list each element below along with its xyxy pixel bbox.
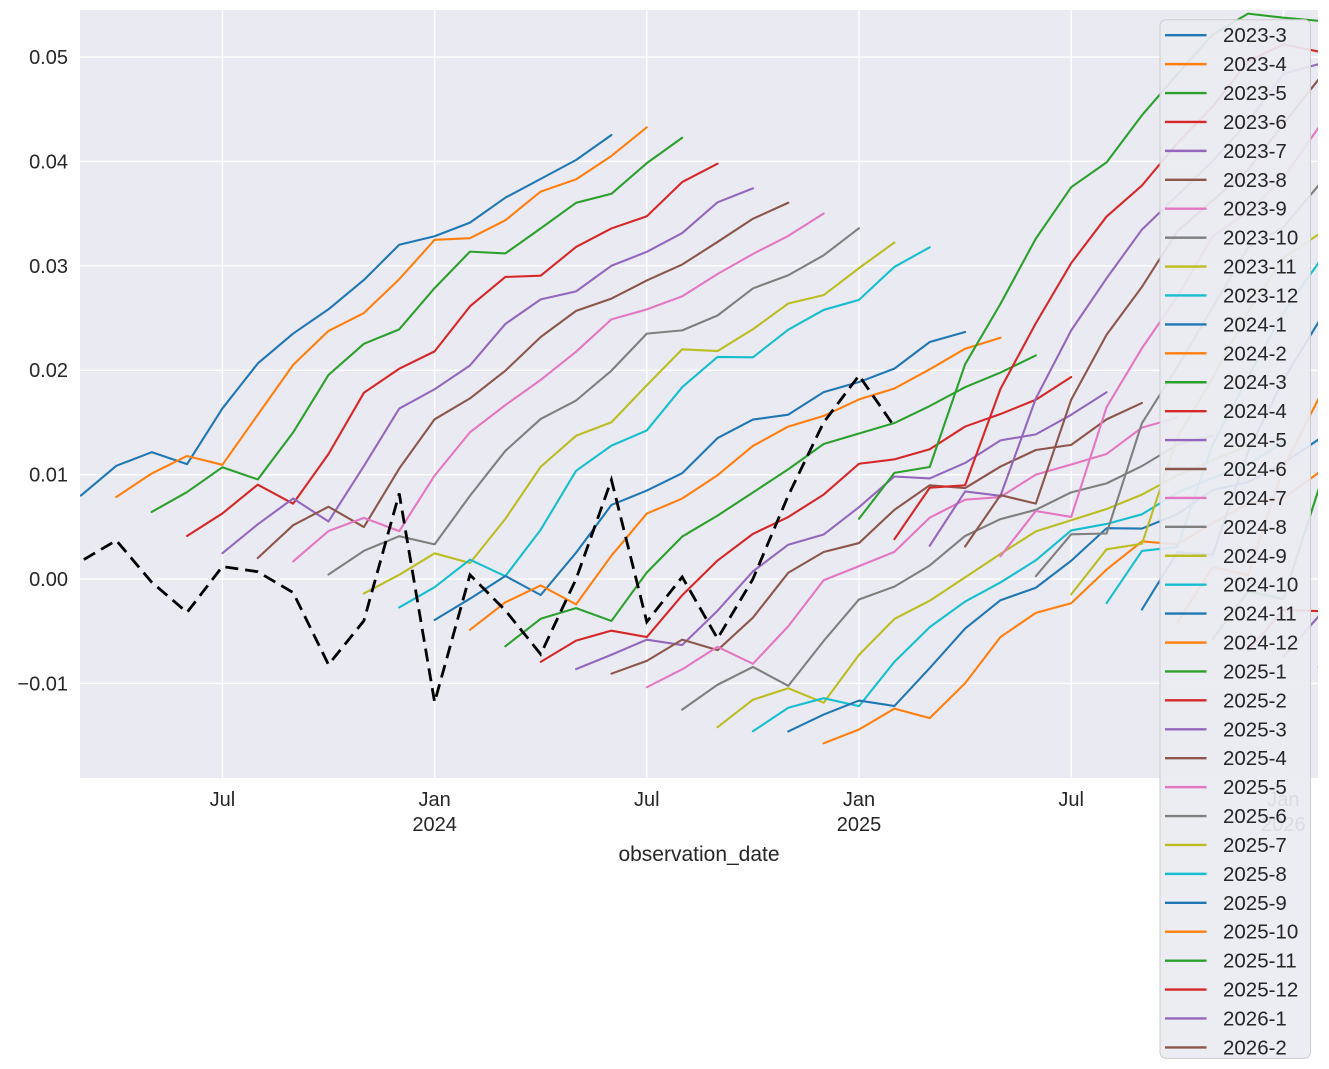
svg-text:−0.01: −0.01 <box>17 673 68 695</box>
svg-text:2023-8: 2023-8 <box>1223 169 1287 192</box>
svg-text:Jan: Jan <box>418 789 450 811</box>
svg-text:2025-5: 2025-5 <box>1223 776 1287 799</box>
svg-text:2024-8: 2024-8 <box>1223 516 1287 539</box>
svg-text:2023-6: 2023-6 <box>1223 111 1287 134</box>
svg-text:2024: 2024 <box>412 814 457 836</box>
svg-text:2025-7: 2025-7 <box>1223 834 1287 857</box>
svg-text:Jan: Jan <box>843 789 875 811</box>
svg-text:2024-2: 2024-2 <box>1223 342 1287 365</box>
svg-text:2025-1: 2025-1 <box>1223 660 1287 683</box>
svg-text:0.01: 0.01 <box>29 465 68 487</box>
svg-text:2025-2: 2025-2 <box>1223 689 1287 712</box>
svg-text:2023-10: 2023-10 <box>1223 227 1298 250</box>
svg-text:2024-5: 2024-5 <box>1223 429 1287 452</box>
svg-text:2023-4: 2023-4 <box>1223 53 1287 76</box>
svg-text:2025-11: 2025-11 <box>1223 950 1297 973</box>
svg-text:2024-1: 2024-1 <box>1223 313 1287 336</box>
svg-text:observation_date: observation_date <box>618 843 779 866</box>
svg-text:2024-9: 2024-9 <box>1223 545 1287 568</box>
svg-text:2024-12: 2024-12 <box>1223 632 1298 655</box>
svg-text:0.02: 0.02 <box>29 360 68 382</box>
svg-text:2025: 2025 <box>837 814 882 836</box>
svg-text:Jul: Jul <box>634 789 660 811</box>
svg-text:Jul: Jul <box>1058 789 1084 811</box>
svg-text:2024-7: 2024-7 <box>1223 487 1287 510</box>
svg-text:2026-2: 2026-2 <box>1223 1036 1287 1059</box>
svg-text:2025-4: 2025-4 <box>1223 747 1287 770</box>
svg-text:2026-1: 2026-1 <box>1223 1007 1287 1030</box>
svg-text:2025-12: 2025-12 <box>1223 979 1298 1002</box>
svg-text:Jul: Jul <box>210 789 236 811</box>
svg-text:2024-3: 2024-3 <box>1223 371 1287 394</box>
svg-text:2023-11: 2023-11 <box>1223 256 1297 279</box>
svg-text:0.00: 0.00 <box>29 569 68 591</box>
svg-text:2025-9: 2025-9 <box>1223 892 1287 915</box>
svg-text:0.04: 0.04 <box>29 151 68 173</box>
svg-text:0.05: 0.05 <box>29 47 68 69</box>
svg-text:2024-11: 2024-11 <box>1223 603 1297 626</box>
svg-text:2024-4: 2024-4 <box>1223 400 1287 423</box>
svg-text:2023-12: 2023-12 <box>1223 284 1298 307</box>
svg-text:2025-8: 2025-8 <box>1223 863 1287 886</box>
svg-text:0.03: 0.03 <box>29 256 68 278</box>
svg-text:2023-9: 2023-9 <box>1223 198 1287 221</box>
svg-text:2024-10: 2024-10 <box>1223 574 1298 597</box>
svg-text:2025-6: 2025-6 <box>1223 805 1287 828</box>
svg-text:2023-7: 2023-7 <box>1223 140 1287 163</box>
svg-text:2025-3: 2025-3 <box>1223 718 1287 741</box>
svg-text:2023-3: 2023-3 <box>1223 24 1287 47</box>
svg-text:2025-10: 2025-10 <box>1223 921 1298 944</box>
svg-text:2023-5: 2023-5 <box>1223 82 1287 105</box>
svg-text:2024-6: 2024-6 <box>1223 458 1287 481</box>
